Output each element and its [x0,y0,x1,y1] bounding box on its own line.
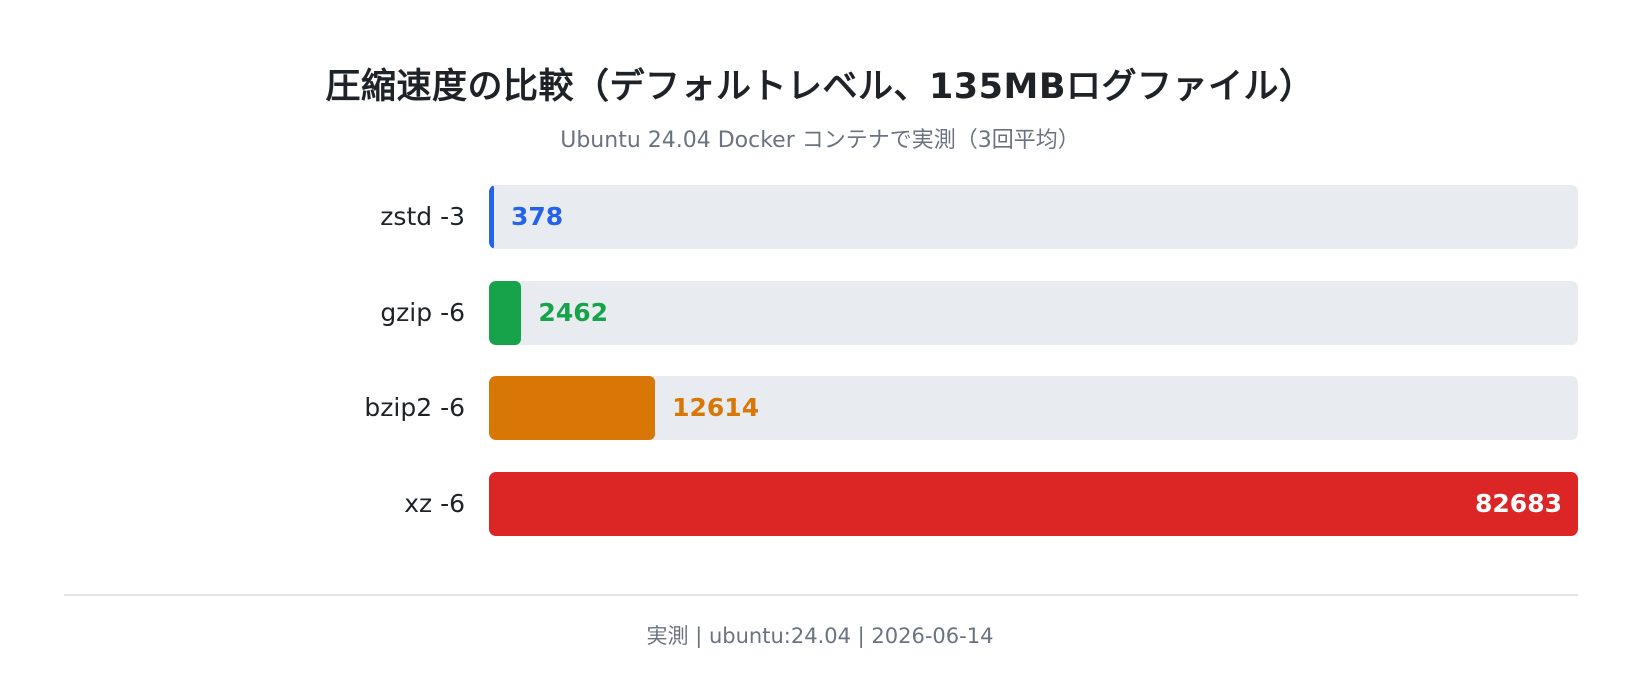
value-label: 12614 [672,393,760,422]
bar [489,280,522,345]
bar-row: xz -6 82683 [0,471,1640,536]
bar-track: 2462 [489,280,1578,345]
bar-track: 378 [489,185,1578,249]
category-label: gzip -6 [380,297,465,327]
footer-divider [64,594,1578,596]
footer-note: 実測 | ubuntu:24.04 | 2026-06-14 [646,624,994,648]
category-label: bzip2 -6 [364,393,465,422]
chart-title: 圧縮速度の比較（デフォルトレベル、135MBログファイル） [325,67,1315,107]
value-label: 378 [511,202,564,231]
category-label: zstd -3 [380,202,465,231]
bar [489,185,494,249]
bar-row: zstd -3 378 [0,185,1640,249]
chart-subtitle: Ubuntu 24.04 Docker コンテナで実測（3回平均） [560,128,1080,153]
bar-track: 12614 [489,376,1578,440]
bar [489,376,656,440]
value-label: 82683 [1475,488,1562,518]
bar [489,471,1578,536]
bar-track: 82683 [489,471,1578,536]
value-label: 2462 [538,297,609,327]
category-label: xz -6 [404,488,465,518]
bar-row: gzip -6 2462 [0,280,1640,345]
bar-row: bzip2 -6 12614 [0,376,1640,440]
